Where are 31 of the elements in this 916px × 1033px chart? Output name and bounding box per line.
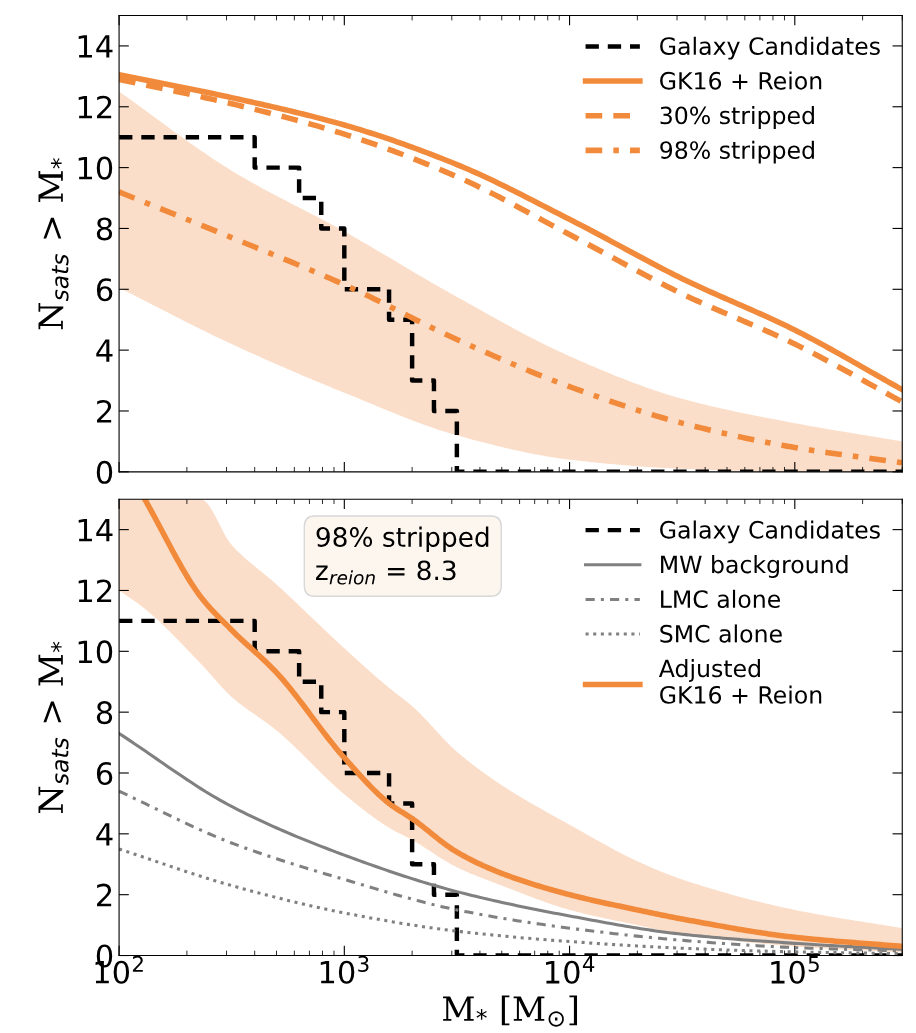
y-tick-label: 12	[78, 579, 112, 603]
legend-label: MW background	[661, 555, 848, 578]
x-tick-label: 10$^{4}$	[546, 956, 595, 984]
legend-label: 98% stripped	[660, 140, 814, 164]
legend-label: 30% stripped	[660, 106, 814, 129]
y-tick-label: 4	[96, 339, 113, 362]
legend-label: SMC alone	[660, 624, 782, 643]
x-tick-label: 10$^{5}$	[771, 956, 819, 984]
y-tick-label: 6	[96, 278, 113, 302]
legend-label: Galaxy Candidates	[660, 36, 880, 60]
legend-label: GK16 + Reion	[660, 71, 822, 90]
y-tick-label: 10	[78, 156, 113, 180]
legend-label: LMC alone	[661, 589, 780, 609]
x-axis-title: M$_{*}$ [M$_{⊙}$]	[443, 995, 578, 1027]
y-tick-label: 14	[78, 518, 113, 542]
y-axis-title: N$_{sats}$ > M$_{*}$	[38, 158, 69, 330]
y-tick-label: 8	[96, 217, 113, 241]
y-tick-label: 0	[96, 460, 113, 484]
y-tick-label: 8	[96, 701, 113, 725]
legend-label: Galaxy Candidates	[660, 520, 880, 544]
y-tick-label: 12	[78, 95, 112, 119]
y-tick-label: 14	[78, 35, 113, 58]
y-tick-label: 2	[97, 883, 112, 907]
y-tick-label: 10	[78, 640, 113, 664]
y-tick-label: 6	[96, 761, 113, 786]
y-tick-label: 4	[96, 823, 113, 846]
legend-label: Adjusted GK16 + Reion	[658, 659, 822, 704]
y-tick-label: 2	[97, 399, 112, 423]
annotation: 98% stripped z$_{reion}$ = 8.3	[316, 526, 489, 585]
x-tick-label: 10$^{3}$	[320, 955, 369, 984]
y-axis-title: N$_{sats}$ > M$_{*}$	[38, 641, 69, 813]
